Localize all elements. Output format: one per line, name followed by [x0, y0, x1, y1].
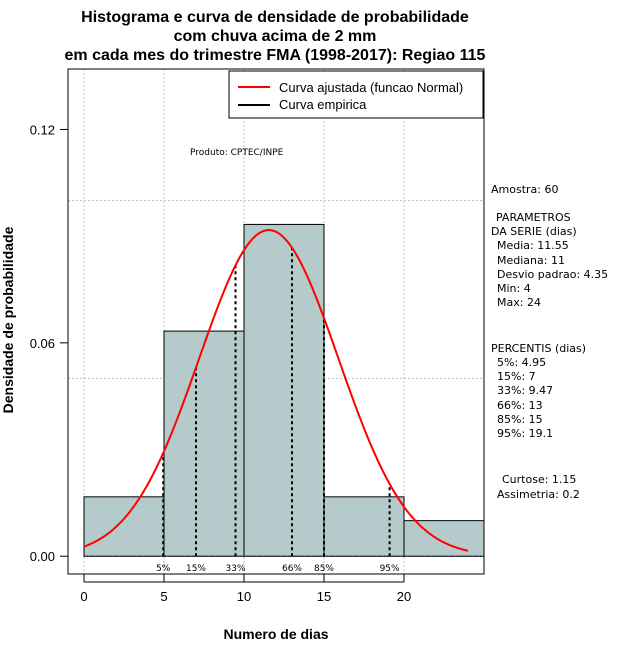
stat-sd: Desvio padrao: 4.35: [497, 268, 608, 281]
legend-label-normal: Curva ajustada (funcao Normal): [279, 80, 463, 95]
stat-skewness: Assimetria: 0.2: [497, 488, 580, 501]
stat-min: Min: 4: [497, 282, 531, 295]
percentile-95: 95%: 19.1: [497, 427, 553, 440]
percentile-33: 33%: 9.47: [497, 384, 553, 397]
y-tick-label-1: 0.06: [30, 336, 55, 351]
stat-max: Max: 24: [497, 296, 541, 309]
x-tick-label-3: 15: [317, 589, 331, 604]
stat-mean: Media: 11.55: [497, 239, 569, 252]
legend: Curva ajustada (funcao Normal) Curva emp…: [228, 70, 484, 119]
percentile-label-1: 15%: [186, 564, 206, 574]
histogram-bar-0: [83, 496, 165, 557]
percentile-label-0: 5%: [156, 564, 171, 574]
statistics-panel: Amostra: 60 PARAMETROS DA SERIE (dias) M…: [491, 183, 608, 501]
x-tick-label-4: 20: [397, 589, 411, 604]
y-axis-label: Densidade de probabilidade: [0, 226, 16, 413]
percentile-66: 66%: 13: [497, 399, 543, 412]
histogram-bar-3: [323, 496, 405, 557]
x-tick-label-1: 5: [160, 589, 167, 604]
percentiles-heading: PERCENTIS (dias): [491, 342, 586, 355]
stat-kurtosis: Curtose: 1.15: [502, 473, 576, 486]
chart-title-line-1: Histograma e curva de densidade de proba…: [81, 9, 469, 26]
percentile-15: 15%: 7: [497, 370, 536, 383]
density-curves: [83, 229, 469, 552]
percentile-label-4: 85%: [314, 564, 334, 574]
normal-curve: [83, 229, 469, 552]
product-annotation: Produto: CPTEC/INPE: [190, 148, 284, 158]
y-tick-label-0: 0.00: [30, 549, 55, 564]
percentile-85: 85%: 15: [497, 413, 543, 426]
axes: 0 5 10 15 20 0.00 0.06 0.12: [30, 122, 412, 604]
histogram-bar-1: [163, 330, 245, 557]
legend-box: [228, 70, 484, 119]
legend-label-empirical: Curva empirica: [279, 97, 367, 112]
x-tick-label-2: 10: [237, 589, 251, 604]
percentile-label-3: 66%: [282, 564, 302, 574]
percentile-lines: 5% 15% 33% 66% 85% 95%: [156, 247, 400, 574]
histogram-bar-4: [403, 520, 485, 557]
parameters-heading: PARAMETROS: [496, 211, 571, 224]
x-tick-label-0: 0: [80, 589, 87, 604]
chart-title-line-3: em cada mes do trimestre FMA (1998-2017)…: [65, 47, 486, 64]
percentile-label-2: 33%: [226, 564, 246, 574]
y-tick-label-2: 0.12: [30, 122, 55, 137]
histogram-bars: [83, 223, 485, 557]
chart-title-line-2: com chuva acima de 2 mm: [174, 28, 377, 45]
parameters-subheading: DA SERIE (dias): [491, 225, 577, 238]
percentile-label-5: 95%: [380, 564, 400, 574]
percentile-5: 5%: 4.95: [497, 356, 546, 369]
x-axis-label: Numero de dias: [223, 626, 328, 642]
plot-frame: [67, 68, 485, 575]
sample-size: Amostra: 60: [491, 183, 558, 196]
stat-median: Mediana: 11: [497, 254, 565, 267]
histogram-bar-2: [243, 223, 325, 557]
